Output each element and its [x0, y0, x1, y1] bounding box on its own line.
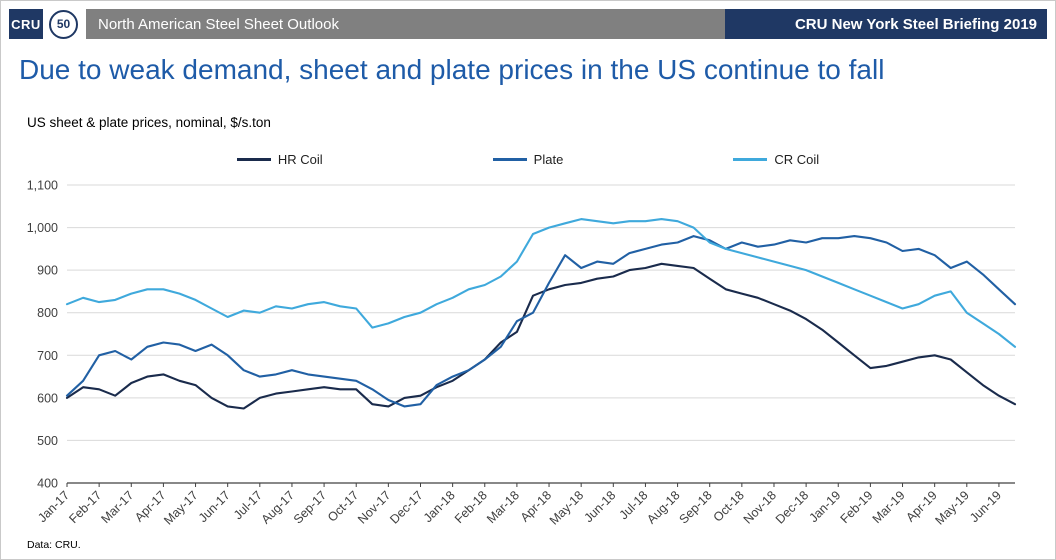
x-axis-tick-label: Aug-17: [259, 488, 297, 526]
price-chart: 400 500 600 700 800 900 1,000 1,100 Jan-17Feb-17…: [27, 179, 1017, 528]
x-axis-tick-label: Jun-18: [581, 488, 618, 525]
series-line-cr-coil: [65, 218, 1017, 348]
slide-title: Due to weak demand, sheet and plate pric…: [19, 54, 885, 85]
x-axis-tick-label: Jan-19: [806, 488, 843, 525]
x-axis-tick-label: Mar-18: [484, 488, 522, 526]
y-axis-tick-label: 900: [37, 264, 58, 278]
x-axis-tick-label: May-17: [161, 488, 200, 527]
x-axis-tick-label: Nov-18: [741, 488, 779, 526]
x-axis-tick-label: Feb-18: [452, 488, 490, 526]
legend-label-hr-coil: HR Coil: [277, 152, 323, 167]
x-axis-tick-label: Mar-19: [870, 488, 908, 526]
y-axis-tick-label: 800: [37, 306, 58, 320]
legend-label-cr-coil: CR Coil: [774, 152, 820, 167]
x-axis-tick-label: Jun-19: [967, 488, 1004, 525]
x-axis-tick-label: Oct-17: [325, 488, 361, 524]
x-axis-tick-label: May-19: [933, 488, 972, 527]
series-line-plate: [65, 235, 1017, 408]
header-bar: CRU 50 North American Steel Sheet Outloo…: [9, 9, 1047, 39]
chart-legend: HR Coil Plate CR Coil: [1, 152, 1055, 167]
x-axis-tick-label: Nov-17: [355, 488, 393, 526]
x-axis-tick-label: May-18: [547, 488, 586, 527]
x-axis-tick-label: Jan-17: [35, 488, 72, 525]
header-right-title: CRU New York Steel Briefing 2019: [725, 9, 1047, 39]
x-axis-tick-label: Sep-17: [291, 488, 329, 526]
cru-50-badge: 50: [49, 9, 78, 39]
legend-label-plate: Plate: [533, 152, 564, 167]
x-axis-tick-label: Feb-17: [66, 488, 104, 526]
y-axis-tick-label: 1,000: [27, 221, 58, 235]
chart-subtitle: US sheet & plate prices, nominal, $/s.to…: [27, 115, 271, 130]
legend-item-plate: Plate: [492, 152, 564, 167]
x-axis-tick-label: Feb-19: [838, 488, 876, 526]
x-axis-tick-label: Jun-17: [196, 488, 233, 525]
legend-item-hr-coil: HR Coil: [236, 152, 323, 167]
y-axis-tick-label: 500: [37, 434, 58, 448]
cru-logo: CRU: [9, 9, 43, 39]
x-axis-tick-label: Sep-18: [676, 488, 714, 526]
plate-line-swatch: [492, 158, 527, 161]
y-axis-tick-label: 1,100: [27, 179, 58, 193]
x-axis-tick-label: Dec-17: [387, 488, 425, 526]
y-axis-tick-label: 400: [37, 477, 58, 491]
hr-coil-line-swatch: [236, 158, 271, 161]
y-axis-tick-label: 600: [37, 391, 58, 405]
x-axis-tick-label: Aug-18: [644, 488, 682, 526]
x-axis-tick-label: Oct-18: [711, 488, 747, 524]
series-line-hr-coil: [65, 262, 1017, 410]
header-left-title: North American Steel Sheet Outlook: [86, 9, 725, 39]
x-axis-tick-label: Jan-18: [421, 488, 458, 525]
cr-coil-line-swatch: [733, 158, 768, 161]
y-axis-tick-label: 700: [37, 349, 58, 363]
source-note: Data: CRU.: [27, 539, 81, 551]
x-axis-tick-label: Mar-17: [98, 488, 136, 526]
x-axis-tick-label: Dec-18: [773, 488, 811, 526]
legend-item-cr-coil: CR Coil: [733, 152, 819, 167]
